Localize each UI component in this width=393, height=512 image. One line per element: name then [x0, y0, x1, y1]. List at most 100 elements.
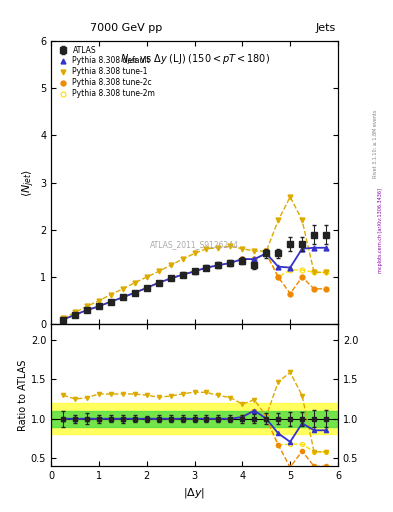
- Pythia 8.308 tune-2c: [120, 294, 125, 301]
- Pythia 8.308 default: [300, 246, 305, 252]
- Pythia 8.308 tune-2c: [192, 268, 197, 274]
- Pythia 8.308 default: [144, 285, 149, 291]
- Pythia 8.308 tune-2c: [97, 303, 101, 309]
- Pythia 8.308 default: [216, 262, 221, 268]
- X-axis label: $|\Delta y|$: $|\Delta y|$: [184, 486, 206, 500]
- Pythia 8.308 default: [73, 312, 77, 318]
- Pythia 8.308 tune-1: [132, 280, 137, 286]
- Pythia 8.308 tune-1: [192, 250, 197, 257]
- Pythia 8.308 default: [168, 275, 173, 282]
- Pythia 8.308 tune-2m: [168, 275, 173, 282]
- Pythia 8.308 tune-1: [61, 315, 65, 321]
- Pythia 8.308 tune-1: [156, 268, 161, 274]
- Pythia 8.308 tune-1: [252, 248, 257, 254]
- Pythia 8.308 tune-2c: [312, 286, 316, 292]
- Pythia 8.308 tune-2m: [180, 271, 185, 278]
- Pythia 8.308 default: [192, 268, 197, 274]
- Pythia 8.308 tune-2m: [61, 316, 65, 323]
- Pythia 8.308 default: [84, 307, 89, 313]
- Pythia 8.308 tune-2c: [61, 316, 65, 323]
- Text: mcplots.cern.ch [arXiv:1306.3436]: mcplots.cern.ch [arXiv:1306.3436]: [378, 188, 383, 273]
- Pythia 8.308 tune-2c: [252, 256, 257, 262]
- Pythia 8.308 tune-1: [108, 291, 113, 297]
- Legend: ATLAS, Pythia 8.308 default, Pythia 8.308 tune-1, Pythia 8.308 tune-2c, Pythia 8: ATLAS, Pythia 8.308 default, Pythia 8.30…: [54, 44, 157, 100]
- Line: Pythia 8.308 tune-2c: Pythia 8.308 tune-2c: [61, 251, 329, 322]
- Pythia 8.308 default: [312, 245, 316, 251]
- Pythia 8.308 tune-2c: [108, 298, 113, 305]
- Pythia 8.308 tune-2m: [73, 312, 77, 318]
- Pythia 8.308 tune-1: [288, 194, 292, 200]
- Text: Rivet 3.1.10; ≥ 1.8M events: Rivet 3.1.10; ≥ 1.8M events: [373, 109, 378, 178]
- Pythia 8.308 tune-2m: [252, 256, 257, 262]
- Pythia 8.308 tune-2m: [324, 269, 329, 275]
- Pythia 8.308 tune-1: [228, 243, 233, 249]
- Line: Pythia 8.308 tune-1: Pythia 8.308 tune-1: [61, 195, 329, 321]
- Pythia 8.308 default: [132, 290, 137, 296]
- Pythia 8.308 tune-1: [312, 269, 316, 275]
- Pythia 8.308 tune-2c: [132, 290, 137, 296]
- Pythia 8.308 tune-1: [300, 217, 305, 223]
- Pythia 8.308 tune-2m: [276, 274, 281, 280]
- Pythia 8.308 tune-1: [180, 256, 185, 262]
- Pythia 8.308 tune-1: [144, 274, 149, 280]
- Pythia 8.308 default: [120, 294, 125, 301]
- Pythia 8.308 tune-2m: [156, 280, 161, 286]
- Pythia 8.308 tune-2c: [168, 275, 173, 282]
- Pythia 8.308 tune-2m: [228, 260, 233, 266]
- Pythia 8.308 tune-2c: [228, 260, 233, 266]
- Text: 7000 GeV pp: 7000 GeV pp: [90, 23, 162, 33]
- Pythia 8.308 tune-1: [168, 262, 173, 268]
- Pythia 8.308 tune-2c: [180, 271, 185, 278]
- Pythia 8.308 default: [108, 298, 113, 305]
- Pythia 8.308 tune-2m: [97, 303, 101, 309]
- Pythia 8.308 tune-2c: [216, 262, 221, 268]
- Pythia 8.308 tune-2m: [216, 262, 221, 268]
- Text: $N_{jet}$ vs $\Delta y$ (LJ) $(150 < pT < 180)$: $N_{jet}$ vs $\Delta y$ (LJ) $(150 < pT …: [119, 52, 270, 67]
- Pythia 8.308 default: [61, 316, 65, 323]
- Pythia 8.308 tune-2c: [324, 286, 329, 292]
- Pythia 8.308 default: [240, 256, 245, 262]
- Pythia 8.308 tune-2m: [300, 267, 305, 273]
- Pythia 8.308 tune-2m: [288, 267, 292, 273]
- Pythia 8.308 default: [264, 250, 269, 257]
- Pythia 8.308 default: [228, 260, 233, 266]
- Pythia 8.308 tune-2m: [204, 265, 209, 271]
- Line: Pythia 8.308 tune-2m: Pythia 8.308 tune-2m: [61, 251, 329, 322]
- Line: Pythia 8.308 default: Pythia 8.308 default: [61, 245, 329, 322]
- Pythia 8.308 tune-1: [84, 303, 89, 309]
- Text: Jets: Jets: [316, 23, 336, 33]
- Y-axis label: $\langle N_{jet}\rangle$: $\langle N_{jet}\rangle$: [21, 168, 37, 197]
- Pythia 8.308 tune-2c: [288, 290, 292, 296]
- Pythia 8.308 tune-1: [264, 248, 269, 254]
- Pythia 8.308 tune-2c: [276, 274, 281, 280]
- Pythia 8.308 default: [97, 303, 101, 309]
- Pythia 8.308 default: [288, 265, 292, 271]
- Pythia 8.308 tune-2m: [312, 269, 316, 275]
- Pythia 8.308 tune-2c: [264, 250, 269, 257]
- Pythia 8.308 tune-1: [276, 217, 281, 223]
- Pythia 8.308 tune-1: [216, 245, 221, 251]
- Y-axis label: Ratio to ATLAS: Ratio to ATLAS: [18, 359, 28, 431]
- Pythia 8.308 default: [276, 264, 281, 270]
- Pythia 8.308 tune-1: [120, 286, 125, 292]
- Pythia 8.308 tune-2m: [132, 290, 137, 296]
- Pythia 8.308 tune-2m: [192, 268, 197, 274]
- Pythia 8.308 tune-2m: [108, 298, 113, 305]
- Pythia 8.308 tune-2c: [300, 274, 305, 280]
- Pythia 8.308 tune-1: [240, 246, 245, 252]
- Pythia 8.308 tune-2c: [204, 265, 209, 271]
- Pythia 8.308 tune-1: [97, 297, 101, 304]
- Pythia 8.308 tune-2m: [264, 250, 269, 257]
- Pythia 8.308 tune-2c: [73, 312, 77, 318]
- Pythia 8.308 default: [180, 271, 185, 278]
- Pythia 8.308 tune-2m: [84, 307, 89, 313]
- Text: ATLAS_2011_S9126244: ATLAS_2011_S9126244: [150, 241, 239, 249]
- Pythia 8.308 default: [324, 245, 329, 251]
- Pythia 8.308 tune-1: [73, 309, 77, 315]
- Pythia 8.308 tune-1: [204, 246, 209, 252]
- Pythia 8.308 tune-2c: [156, 280, 161, 286]
- Pythia 8.308 default: [156, 280, 161, 286]
- Pythia 8.308 tune-2m: [144, 285, 149, 291]
- Pythia 8.308 tune-2c: [84, 307, 89, 313]
- Pythia 8.308 default: [204, 265, 209, 271]
